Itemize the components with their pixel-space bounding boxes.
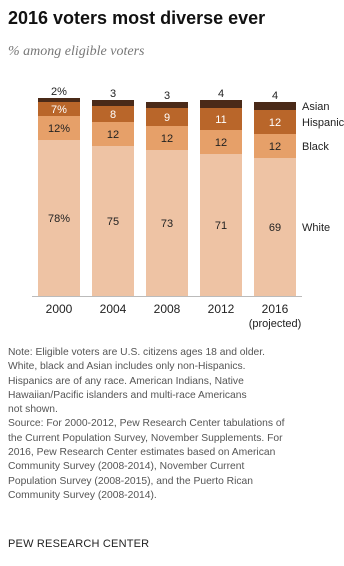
data-label-white-2000: 78% [48, 213, 70, 225]
bar-hispanic-2000 [38, 102, 80, 116]
x-tick-label-2016: 2016 [262, 302, 289, 316]
data-label-black-2016: 12 [269, 141, 281, 153]
bar-white-2008 [146, 150, 188, 296]
bar-white-2012 [200, 154, 242, 296]
note-line: 2016, Pew Research Center estimates base… [8, 447, 276, 459]
data-label-white-2004: 75 [107, 216, 119, 228]
data-label-black-2008: 12 [161, 133, 173, 145]
bar-asian-2012 [200, 100, 242, 108]
bar-hispanic-2012 [200, 108, 242, 130]
data-label-hispanic-2012: 11 [215, 114, 226, 126]
bar-asian-2008 [146, 102, 188, 108]
data-label-black-2012: 12 [215, 137, 227, 149]
bar-asian-2000 [38, 98, 80, 102]
data-label-hispanic-2004: 8 [110, 109, 116, 121]
data-label-asian-2008: 3 [164, 90, 170, 102]
bar-white-2004 [92, 146, 134, 296]
bar-asian-2004 [92, 100, 134, 106]
source-organization: PEW RESEARCH CENTER [8, 538, 150, 550]
data-label-white-2012: 71 [215, 220, 227, 232]
note-line: Population Survey (2008-2015), and the P… [8, 475, 253, 487]
bar-hispanic-2004 [92, 106, 134, 122]
bar-hispanic-2008 [146, 108, 188, 126]
legend-label-white: White [302, 222, 330, 234]
note-line: the Current Population Survey, November … [8, 432, 283, 444]
data-label-white-2016: 69 [269, 222, 281, 234]
bar-black-2004 [92, 122, 134, 146]
x-tick-label-2004: 2004 [100, 302, 127, 316]
data-label-black-2000: 12% [48, 123, 70, 135]
legend-label-asian: Asian [302, 101, 330, 113]
note-line: Hispanics are of any race. American Indi… [8, 375, 244, 387]
data-label-asian-2012: 4 [218, 88, 224, 100]
note-line: White, black and Asian includes only non… [8, 361, 246, 373]
data-label-asian-2016: 4 [272, 90, 278, 102]
note-line: Community Survey (2008-2014). [8, 489, 157, 501]
bar-black-2012 [200, 130, 242, 154]
bar-black-2016 [254, 134, 296, 158]
bar-white-2000 [38, 140, 80, 296]
bar-black-2000 [38, 116, 80, 140]
chart-title: 2016 voters most diverse ever [8, 8, 266, 28]
data-label-hispanic-2016: 12 [269, 117, 281, 129]
note-line: not shown. [8, 404, 58, 416]
chart-subtitle: % among eligible voters [8, 44, 145, 59]
bar-hispanic-2016 [254, 110, 296, 134]
legend-label-hispanic: Hispanic [302, 117, 344, 129]
note-line: Community Survey (2008-2014), November C… [8, 461, 245, 473]
note-line: Hawaiian/Pacific islanders and multi-rac… [8, 389, 247, 401]
data-label-asian-2000: 2% [51, 86, 67, 98]
x-tick-sublabel-2016: (projected) [249, 318, 302, 330]
bar-asian-2016 [254, 102, 296, 110]
data-label-hispanic-2008: 9 [164, 112, 170, 124]
note-line: Source: For 2000-2012, Pew Research Cent… [8, 418, 285, 430]
bar-white-2016 [254, 158, 296, 296]
bar-black-2008 [146, 126, 188, 150]
x-tick-label-2008: 2008 [154, 302, 181, 316]
legend-label-black: Black [302, 141, 329, 153]
x-tick-label-2012: 2012 [208, 302, 235, 316]
data-label-white-2008: 73 [161, 218, 173, 230]
stacked-bar-chart: 78% 12% 7% 2% 2000 75 12 8 3 2004 73 12 9 3 2008 71 12 11… [32, 86, 344, 330]
note-line: Note: Eligible voters are U.S. citizens … [8, 347, 265, 358]
data-label-black-2004: 12 [107, 129, 119, 141]
data-label-hispanic-2000: 7% [51, 104, 67, 116]
data-label-asian-2004: 3 [110, 88, 116, 100]
x-tick-label-2000: 2000 [46, 302, 73, 316]
chart-notes: Note: Eligible voters are U.S. citizens … [8, 346, 344, 503]
